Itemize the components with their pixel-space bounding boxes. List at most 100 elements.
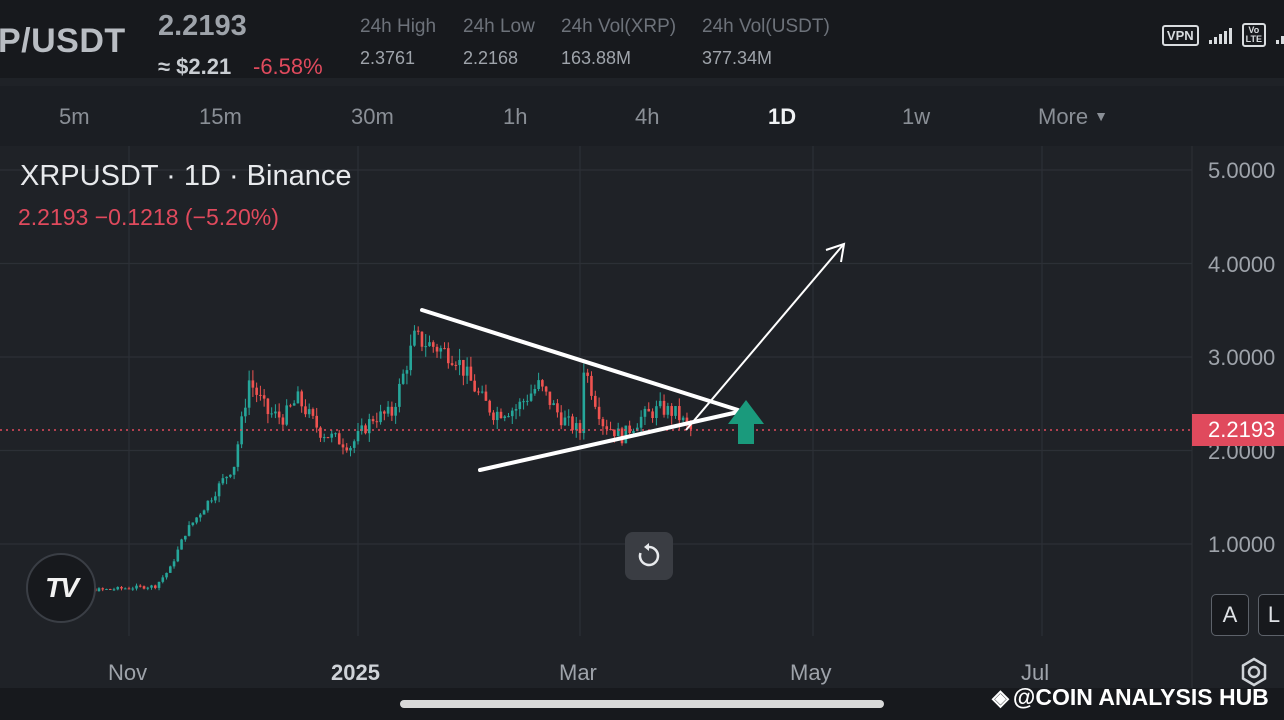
price-chart[interactable]: [0, 146, 1284, 690]
candle-body: [416, 330, 420, 332]
candle-body: [112, 589, 116, 591]
candle-body: [315, 415, 319, 428]
candle-body: [326, 437, 330, 439]
signal-icon-secondary: [1276, 26, 1284, 44]
candle-body: [379, 411, 382, 423]
candle-body: [180, 539, 183, 550]
candle-body: [375, 421, 379, 423]
stat-label: 24h Vol(XRP): [561, 16, 677, 37]
candle-body: [507, 416, 510, 418]
settings-gear-icon[interactable]: [1238, 656, 1270, 688]
candle-body: [172, 561, 176, 567]
auto-scale-button[interactable]: A: [1211, 594, 1249, 636]
pair-name[interactable]: P/USDT: [0, 22, 126, 60]
tab-5m[interactable]: 5m: [59, 104, 90, 129]
candle-body: [522, 401, 525, 403]
candle-body: [447, 348, 450, 364]
candle-body: [624, 425, 628, 444]
candle-body: [639, 416, 643, 428]
tab-30m[interactable]: 30m: [351, 104, 394, 129]
tab-more[interactable]: More ▼: [1038, 104, 1108, 130]
candle-body: [563, 417, 567, 426]
candle-body: [405, 370, 409, 374]
candle-body: [221, 478, 225, 484]
candle-body: [153, 585, 157, 588]
candle-body: [135, 585, 138, 589]
candle-body: [304, 406, 307, 415]
tab-1h[interactable]: 1h: [503, 104, 528, 129]
projection-arrowhead: [825, 242, 846, 263]
candle-body: [552, 403, 555, 405]
tab-1w[interactable]: 1w: [902, 104, 931, 129]
candle-body: [439, 348, 443, 352]
reset-chart-button[interactable]: [625, 532, 673, 580]
candle-body: [574, 423, 578, 431]
candle-body: [597, 406, 601, 420]
home-indicator[interactable]: [400, 700, 884, 708]
candle-body: [492, 412, 495, 421]
candle-body: [244, 407, 247, 417]
candle-body: [229, 474, 232, 477]
candle-body: [571, 416, 574, 431]
tab-15m[interactable]: 15m: [199, 104, 242, 129]
candle-body: [499, 411, 503, 419]
candle-body: [210, 500, 213, 502]
stat-24h-high: 24h High 2.3761: [360, 16, 436, 69]
candle-body: [435, 346, 439, 352]
candle-body: [510, 410, 514, 417]
candle-body: [352, 441, 356, 448]
tab-1d[interactable]: 1D: [768, 104, 797, 129]
candle-body: [458, 359, 461, 366]
candle-body: [609, 429, 612, 431]
candle-body: [199, 514, 202, 518]
chart-title: XRPUSDT · 1D · Binance: [20, 160, 352, 192]
candle-body: [289, 405, 292, 407]
x-axis-label: Jul: [1021, 660, 1050, 685]
candle-body: [101, 588, 105, 590]
candle-body: [127, 588, 131, 590]
candlestick-series: [41, 325, 693, 593]
candle-body: [337, 433, 341, 445]
x-axis-label: May: [790, 660, 832, 685]
vpn-icon: VPN: [1161, 24, 1199, 46]
candle-body: [367, 419, 371, 434]
candle-body: [300, 391, 303, 407]
candle-body: [146, 587, 150, 589]
log-scale-button[interactable]: L: [1258, 594, 1284, 636]
candle-body: [105, 588, 108, 590]
triangle-lower-trendline: [478, 410, 740, 472]
chart-subtitle: 2.2193 −0.1218 (−5.20%): [18, 204, 279, 230]
candle-body: [232, 466, 236, 475]
candle-body: [330, 433, 334, 438]
tab-4h[interactable]: 4h: [635, 104, 660, 129]
stat-label: 24h Low: [463, 16, 535, 37]
binance-diamond-icon: ◈: [992, 684, 1009, 710]
more-label: More: [1038, 104, 1089, 129]
candle-body: [161, 577, 165, 582]
candle-body: [247, 380, 251, 408]
reset-chart-icon: [638, 543, 660, 567]
candle-body: [443, 348, 446, 350]
candle-body: [319, 427, 322, 438]
candle-body: [658, 400, 662, 407]
candle-body: [495, 411, 499, 421]
candle-body: [341, 444, 345, 448]
candle-body: [116, 587, 120, 590]
candle-body: [605, 426, 609, 430]
tradingview-logo-icon[interactable]: TV: [26, 553, 96, 623]
candle-body: [165, 572, 168, 578]
stat-value: 377.34M: [702, 48, 773, 68]
y-axis-label: 5.0000: [1208, 158, 1276, 183]
candle-body: [277, 411, 281, 418]
x-axis-label: Nov: [108, 660, 148, 685]
candle-body: [469, 366, 473, 381]
stat-value: 2.2168: [463, 48, 519, 68]
candle-body: [480, 391, 484, 393]
candle-body: [473, 380, 476, 392]
candle-body: [670, 406, 673, 416]
candle-body: [184, 535, 187, 540]
watermark: ◈ @COIN ANALYSIS HUB: [992, 684, 1269, 711]
candle-body: [529, 393, 533, 401]
candle-body: [334, 433, 337, 435]
candle-body: [356, 431, 360, 442]
